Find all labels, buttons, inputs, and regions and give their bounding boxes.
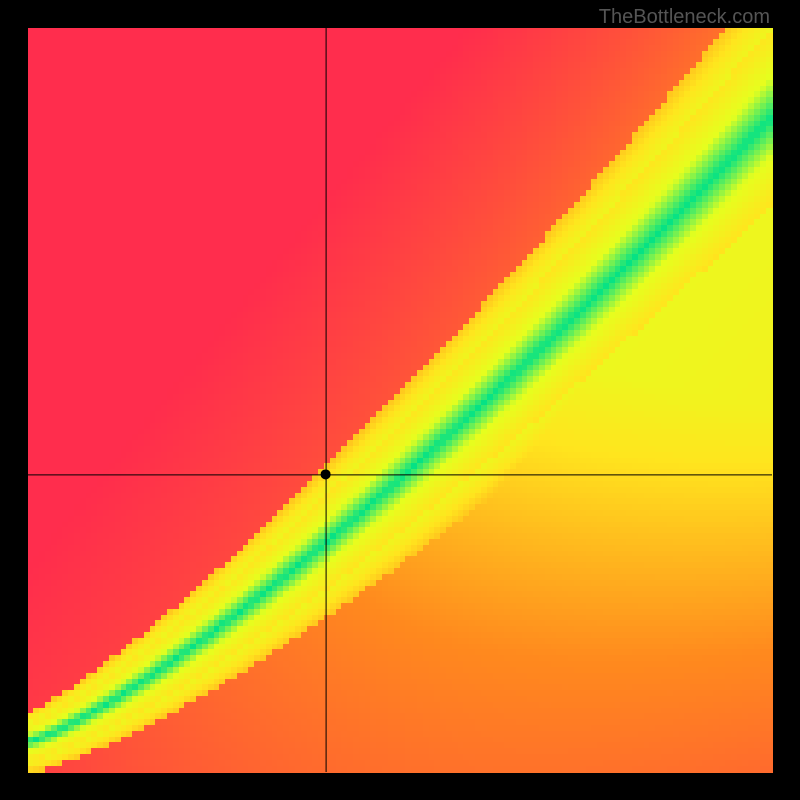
crosshair-overlay	[0, 0, 800, 800]
chart-container: { "type": "heatmap", "watermark": { "tex…	[0, 0, 800, 800]
watermark-text: TheBottleneck.com	[599, 6, 770, 29]
